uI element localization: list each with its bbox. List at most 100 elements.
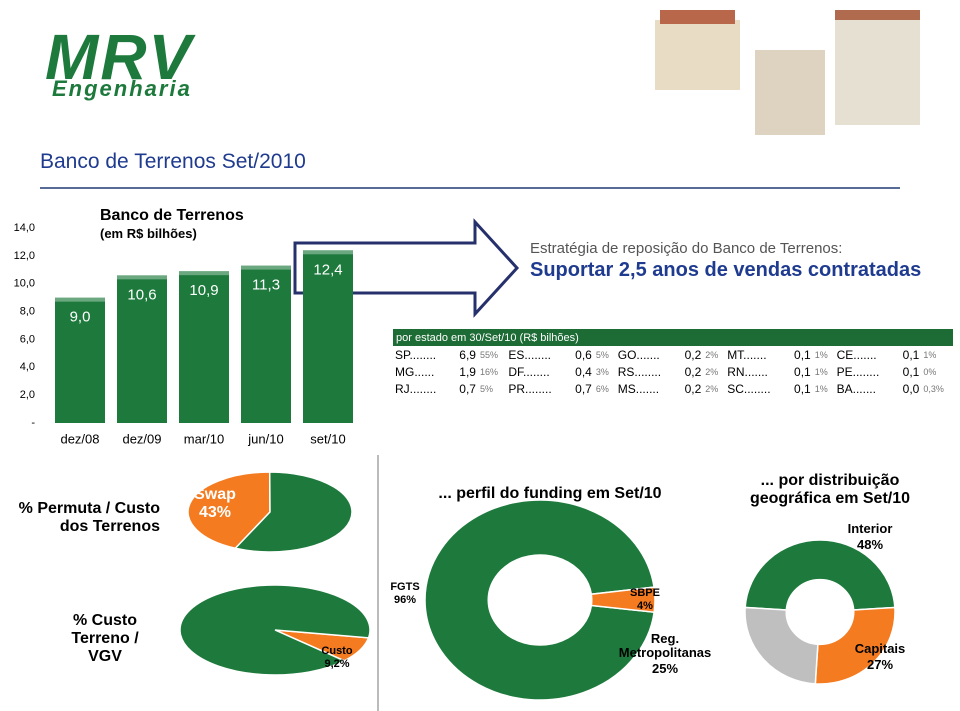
x-tick-label: set/10	[310, 431, 345, 446]
chart-title: % Custo Terreno / VGV	[71, 612, 139, 665]
table-cell: 0,1	[902, 364, 920, 379]
slice-label: FGTS	[390, 581, 420, 593]
bar-highlight	[303, 250, 353, 255]
slice-label: Reg. Metropolitanas	[618, 631, 712, 661]
table-cell: 0,1	[794, 364, 811, 379]
x-tick-label: mar/10	[184, 431, 224, 446]
bar	[179, 271, 229, 423]
slice	[233, 471, 353, 553]
building	[755, 50, 825, 135]
bar-highlight	[241, 265, 291, 270]
table-cell: GO.......	[617, 347, 660, 362]
bar-title: Banco de Terrenos	[100, 207, 244, 224]
table-cell: MG......	[395, 364, 435, 379]
bar	[55, 297, 105, 423]
table-cell: 0,2	[684, 347, 702, 362]
slice	[590, 586, 656, 614]
table-cell: 0,2	[684, 381, 702, 396]
table-cell: 1%	[923, 349, 937, 360]
roof	[835, 10, 920, 20]
y-tick-label: 10,0	[14, 278, 35, 290]
logo-subtitle: Engenharia	[52, 76, 192, 101]
chart-title: % Permuta / Custo dos Terrenos	[18, 500, 160, 535]
table-cell: 2%	[705, 383, 719, 394]
table-cell: PR........	[508, 381, 552, 396]
table-cell: 16%	[479, 366, 498, 377]
slice-label: Swap	[194, 486, 236, 503]
table-cell: 0,7	[459, 381, 476, 396]
table-cell: 0,0	[902, 381, 920, 396]
bar-highlight	[55, 297, 105, 302]
slice	[744, 606, 819, 685]
table-cell: PE........	[836, 364, 880, 379]
table-cell: MS.......	[617, 381, 660, 396]
table-cell: RS........	[617, 364, 662, 379]
table-cell: 0,1	[794, 347, 811, 362]
table-cell: 1%	[814, 349, 828, 360]
slice-value-label: 4%	[637, 600, 653, 612]
slice-value-label: 48%	[856, 537, 884, 552]
bar-highlight	[117, 275, 167, 280]
slice-value-label: 43%	[198, 504, 232, 521]
slice-label: Custo	[321, 645, 353, 657]
table-cell: 5%	[595, 349, 609, 360]
table-cell: ES........	[508, 347, 551, 362]
logo: MRV	[45, 21, 194, 93]
value-label: 10,6	[127, 286, 156, 303]
table-cell: 0,7	[575, 381, 592, 396]
building-photos	[655, 10, 920, 135]
value-label: 12,4	[313, 261, 342, 278]
y-tick-label: 12,0	[14, 250, 35, 262]
annotation-line1: Estratégia de reposição do Banco de Terr…	[530, 240, 843, 257]
slice	[187, 471, 271, 550]
bar-highlight	[179, 271, 229, 276]
slice-label: Capitais	[854, 641, 906, 656]
table-cell: 3%	[595, 366, 609, 377]
y-tick-label: 4,0	[20, 361, 35, 373]
slice-label: SBPE	[630, 587, 660, 599]
chart-title: ... por distribuição geográfica em Set/1…	[749, 472, 911, 507]
table-cell: 0,4	[575, 364, 592, 379]
table-cell: RN.......	[727, 364, 768, 379]
y-tick-label: 8,0	[20, 305, 35, 317]
table-cell: 0%	[923, 366, 937, 377]
x-tick-label: jun/10	[247, 431, 283, 446]
table-cell: SC........	[727, 381, 771, 396]
slice	[814, 606, 896, 685]
state-table: por estado em 30/Set/10 (R$ bilhões) SP.…	[393, 329, 953, 397]
table-cell: SP........	[395, 347, 437, 362]
y-tick-label: 14,0	[14, 222, 35, 234]
table-cell: BA.......	[836, 381, 876, 396]
bar-subtitle: (em R$ bilhões)	[100, 226, 197, 241]
slice-value-label: 9,2%	[324, 658, 350, 670]
building	[835, 15, 920, 125]
table-cell: 2%	[705, 366, 719, 377]
table-cell: 0,3%	[923, 383, 944, 394]
y-tick-label: 6,0	[20, 333, 35, 345]
slice	[424, 499, 655, 701]
slice-value-label: 25%	[651, 661, 679, 677]
roof	[660, 10, 735, 24]
table-cell: 6,9	[459, 347, 476, 362]
bar	[241, 265, 291, 423]
table-cell: 1,9	[459, 364, 476, 379]
x-tick-label: dez/09	[122, 431, 161, 446]
table-cell: 6%	[595, 383, 609, 394]
table-cell: 55%	[479, 349, 498, 360]
slice	[179, 584, 371, 676]
annotation-line2: Suportar 2,5 anos de vendas contratadas	[530, 259, 922, 281]
table-cell: 5%	[479, 383, 493, 394]
table-cell: 1%	[814, 383, 828, 394]
slice-label: Interior	[847, 521, 893, 536]
value-label: 11,3	[252, 277, 280, 294]
bar	[117, 275, 167, 423]
value-label: 9,0	[70, 309, 91, 326]
table-cell: 0,2	[684, 364, 702, 379]
table-cell: 1%	[814, 366, 828, 377]
y-tick-label: -	[31, 417, 35, 429]
building	[655, 20, 740, 90]
table-cell: RJ........	[395, 381, 437, 396]
chart-title: ... perfil do funding em Set/10	[438, 485, 662, 502]
